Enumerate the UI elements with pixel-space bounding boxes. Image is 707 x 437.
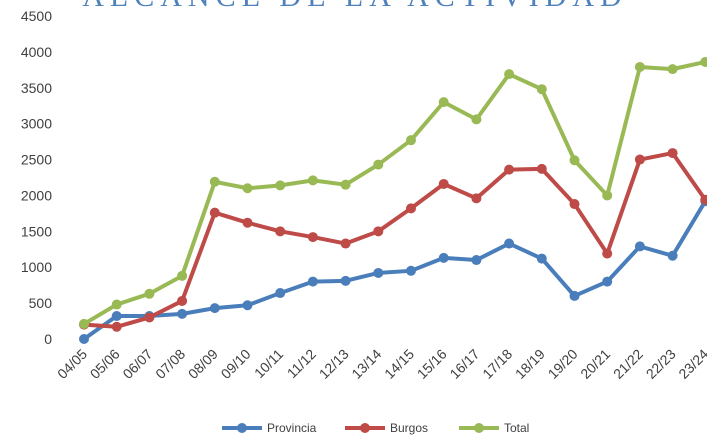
point (634, 154, 645, 165)
y-tick-label: 3000 (21, 116, 52, 132)
x-tick-label: 13/14 (348, 346, 384, 382)
x-tick-label: 16/17 (446, 346, 482, 382)
y-tick-label: 500 (29, 295, 53, 311)
x-tick-label: 06/07 (119, 346, 155, 382)
x-tick-label: 08/09 (185, 346, 221, 382)
legend-marker (360, 423, 370, 433)
y-tick-label: 0 (44, 331, 52, 347)
legend-text: Provincia (267, 421, 317, 435)
point (373, 267, 384, 278)
x-tick-label: 07/08 (152, 346, 188, 382)
point (307, 232, 318, 243)
point (569, 199, 580, 210)
x-tick-label: 22/23 (643, 346, 679, 382)
point (111, 299, 122, 310)
x-tick-label: 19/20 (545, 346, 581, 382)
point (307, 175, 318, 186)
point (111, 311, 122, 322)
y-tick-label: 3500 (21, 80, 52, 96)
point (79, 318, 89, 329)
series-line (82, 59, 706, 326)
point (667, 64, 678, 75)
x-tick-label: 23/24 (675, 346, 707, 382)
point (209, 176, 220, 187)
point (177, 295, 188, 306)
x-tick-label: 17/18 (479, 346, 515, 382)
series-line (82, 200, 707, 341)
point (144, 288, 155, 299)
x-tick-label: 05/06 (87, 346, 123, 382)
x-tick-label: 09/10 (218, 346, 254, 382)
point (373, 226, 384, 237)
point (504, 69, 515, 80)
point (209, 207, 220, 218)
point (634, 61, 645, 72)
y-tick-label: 1000 (21, 259, 52, 275)
x-tick-label: 18/19 (512, 346, 548, 382)
point (602, 276, 613, 287)
legend-marker (237, 423, 247, 433)
point (504, 164, 515, 175)
point (406, 265, 416, 276)
y-tick-label: 4000 (21, 44, 52, 60)
chart-title: ALCANCE DE LA ACTIVIDAD (82, 0, 627, 13)
point (438, 178, 449, 189)
x-tick-label: 04/05 (54, 346, 90, 382)
point (373, 159, 384, 170)
point (700, 56, 707, 67)
point (406, 135, 416, 146)
point (177, 270, 188, 281)
x-tick-label: 12/13 (316, 346, 352, 382)
point (111, 321, 122, 332)
point (700, 194, 707, 205)
x-tick-label: 14/15 (381, 346, 417, 382)
x-tick-label: 15/16 (414, 346, 450, 382)
point (406, 203, 416, 214)
point (471, 193, 482, 204)
y-tick-label: 2000 (21, 187, 52, 203)
point (569, 155, 580, 166)
point (471, 255, 482, 266)
point (307, 276, 318, 287)
point (504, 238, 515, 249)
legend-marker (474, 423, 484, 433)
point (667, 250, 678, 261)
legend-text: Total (504, 421, 529, 435)
point (438, 97, 449, 108)
x-tick-label: 21/22 (610, 346, 646, 382)
point (79, 334, 89, 344)
series-line (83, 151, 707, 329)
point (602, 248, 613, 259)
point (536, 84, 547, 95)
point (144, 312, 155, 323)
legend-text: Burgos (390, 421, 428, 435)
x-tick-label: 10/11 (251, 346, 287, 382)
point (634, 241, 645, 252)
point (242, 183, 253, 194)
point (667, 148, 678, 159)
point (242, 300, 253, 311)
point (242, 217, 253, 228)
point (209, 303, 220, 314)
y-tick-label: 4500 (21, 8, 52, 24)
point (340, 238, 351, 249)
point (536, 253, 547, 264)
point (340, 275, 351, 286)
point (275, 180, 286, 191)
y-tick-label: 2500 (21, 152, 52, 168)
x-tick-label: 20/21 (577, 346, 613, 382)
point (177, 308, 188, 319)
point (471, 114, 482, 125)
x-tick-label: 11/12 (284, 346, 320, 382)
point (536, 163, 547, 174)
point (569, 290, 580, 301)
point (275, 288, 286, 299)
y-tick-label: 1500 (21, 223, 52, 239)
point (438, 252, 449, 263)
point (275, 226, 286, 237)
point (340, 179, 351, 190)
point (602, 190, 613, 201)
